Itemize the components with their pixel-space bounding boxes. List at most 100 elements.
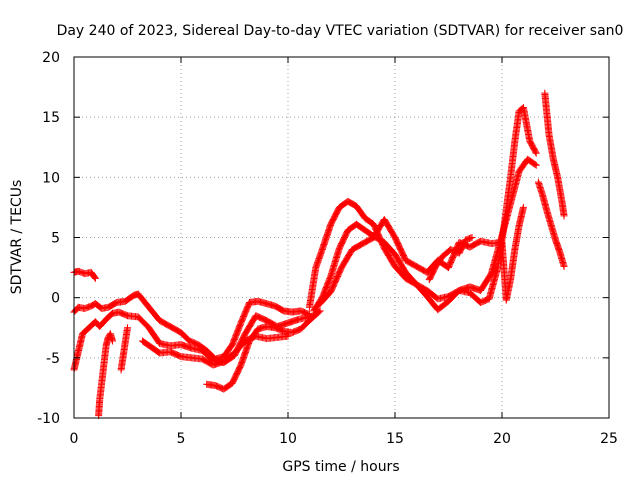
track-markers xyxy=(146,304,163,324)
track-markers xyxy=(79,325,92,337)
axis-ticks xyxy=(73,56,610,419)
track-markers xyxy=(204,380,218,389)
track-markers xyxy=(264,323,278,332)
y-tick-label: 5 xyxy=(51,231,60,247)
track-markers xyxy=(312,247,326,270)
track-markers xyxy=(82,303,94,312)
track-markers xyxy=(338,247,355,270)
track-markers xyxy=(381,239,398,257)
track-markers xyxy=(467,290,484,306)
track-markers xyxy=(403,269,420,287)
track-markers xyxy=(556,249,568,269)
x-tick-label: 15 xyxy=(386,431,404,447)
track-markers xyxy=(157,317,173,330)
series-track-d xyxy=(95,330,117,420)
track-markers xyxy=(515,205,527,228)
y-tick-label: 0 xyxy=(51,291,60,307)
track-markers xyxy=(317,289,334,307)
data-marks xyxy=(70,89,568,420)
track-markers xyxy=(114,297,128,306)
track-markers xyxy=(275,332,291,341)
track-markers xyxy=(360,234,376,247)
track-markers xyxy=(99,304,111,312)
track-markers xyxy=(327,246,343,279)
series-track-k xyxy=(541,89,568,220)
y-tick-label: 20 xyxy=(42,50,60,66)
track-markers xyxy=(319,222,334,252)
track-markers xyxy=(229,320,244,347)
y-tick-label: 15 xyxy=(42,110,60,126)
track-markers xyxy=(541,90,553,138)
track-markers xyxy=(88,269,99,281)
track-markers xyxy=(285,316,302,327)
track-markers xyxy=(167,323,184,336)
track-markers xyxy=(413,281,430,299)
track-markers xyxy=(229,362,244,386)
track-markers xyxy=(535,179,546,198)
track-markers xyxy=(199,347,216,363)
track-markers xyxy=(237,300,253,326)
track-markers xyxy=(486,265,501,302)
track-markers xyxy=(558,199,568,219)
track-markers xyxy=(221,342,236,360)
track-markers xyxy=(237,338,253,368)
track-markers xyxy=(187,338,201,348)
track-markers xyxy=(167,348,184,360)
track-markers xyxy=(525,156,539,169)
track-markers xyxy=(221,350,237,365)
track-markers xyxy=(95,397,104,418)
track-markers xyxy=(503,193,516,222)
track-markers xyxy=(97,316,109,330)
track-markers xyxy=(424,287,441,302)
series-track-e xyxy=(138,332,292,369)
track-markers xyxy=(488,241,503,276)
track-markers xyxy=(272,324,286,335)
series-track-f xyxy=(203,307,324,393)
track-markers xyxy=(545,133,557,162)
series-track-a xyxy=(70,267,99,282)
y-tick-label: 10 xyxy=(42,170,60,186)
series-track-j xyxy=(425,234,476,284)
track-markers xyxy=(445,287,462,304)
track-markers xyxy=(511,109,523,144)
x-tick-label: 10 xyxy=(279,431,297,447)
track-markers xyxy=(272,303,287,314)
track-markers xyxy=(135,291,152,310)
track-markers xyxy=(424,293,441,313)
track-markers xyxy=(362,215,377,228)
series-track-h xyxy=(310,155,540,315)
track-markers xyxy=(543,208,555,228)
track-markers xyxy=(125,312,141,321)
track-markers xyxy=(102,335,112,349)
track-markers xyxy=(354,221,368,234)
track-markers xyxy=(140,338,154,350)
track-markers xyxy=(221,380,235,392)
track-markers xyxy=(96,379,106,403)
x-axis-label: GPS time / hours xyxy=(282,459,399,475)
track-markers xyxy=(548,223,559,243)
track-markers xyxy=(105,299,120,311)
track-markers xyxy=(246,326,261,344)
track-markers xyxy=(349,240,366,253)
track-markers xyxy=(98,361,108,385)
track-markers xyxy=(432,254,445,269)
track-markers xyxy=(539,193,551,214)
track-markers xyxy=(552,237,563,255)
series-track-l xyxy=(534,178,568,270)
x-tick-label: 0 xyxy=(70,431,79,447)
track-markers xyxy=(477,271,495,293)
track-markers xyxy=(319,273,334,300)
track-markers xyxy=(353,203,368,221)
track-markers xyxy=(242,313,259,337)
track-markers xyxy=(116,309,130,319)
track-markers xyxy=(554,175,566,204)
y-tick-label: -10 xyxy=(37,411,60,427)
track-markers xyxy=(92,300,105,312)
y-tick-label: -5 xyxy=(46,351,60,367)
track-markers xyxy=(231,338,248,356)
track-markers xyxy=(503,277,514,303)
track-markers xyxy=(456,237,469,256)
track-markers xyxy=(463,234,475,243)
track-markers xyxy=(82,269,94,277)
